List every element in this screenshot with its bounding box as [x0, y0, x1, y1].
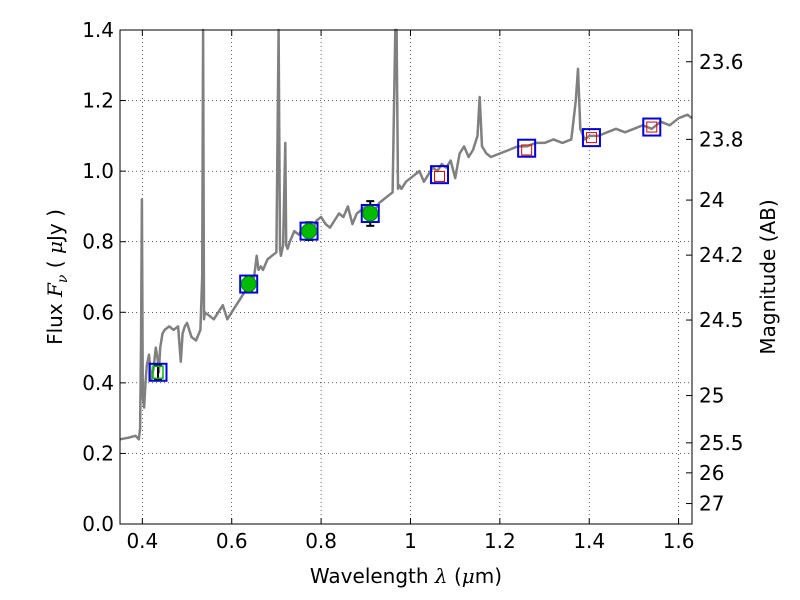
x-tick-label: 1.2: [484, 529, 516, 553]
y-tick-label: 1.2: [82, 89, 114, 113]
y2-tick-label: 24: [699, 188, 724, 212]
y2-tick-label: 25: [699, 384, 724, 408]
photometry-point: [301, 223, 318, 240]
model-flux-square: [581, 128, 601, 148]
x-axis-label: Wavelength λ (μm): [310, 564, 502, 588]
limit-square: [521, 144, 533, 156]
model-flux-square: [430, 165, 450, 185]
y2-tick-label: 23.8: [699, 127, 744, 151]
model-flux-square: [148, 362, 168, 382]
y-tick-label: 0.0: [82, 512, 114, 536]
y-axis-label: Flux Fν ( μJy ): [43, 209, 71, 345]
spectrum-line: [119, 28, 693, 441]
y-tick-label: 0.6: [82, 300, 114, 324]
x-tick-label: 0.6: [216, 529, 248, 553]
x-tick-label: 1: [404, 529, 417, 553]
limit-square: [585, 132, 597, 144]
y-tick-label: 1.4: [82, 18, 114, 42]
limit-square: [434, 170, 446, 182]
photometry-point: [362, 205, 379, 222]
axes-ticks: 0.4 0.6 0.8 1 1.2 1.4 1.6 0.0 0.2 0.4 0.6 0.8 1.0 1.2…: [82, 18, 743, 553]
y-tick-label: 0.4: [82, 371, 114, 395]
model-flux-square: [642, 117, 662, 137]
y-tick-label: 0.2: [82, 441, 114, 465]
x-tick-label: 0.8: [305, 529, 337, 553]
photometry-point-open: [152, 365, 164, 380]
model-flux-square: [517, 138, 537, 158]
model-flux-square: [360, 203, 380, 223]
model-flux-square: [299, 221, 319, 241]
limit-square: [646, 121, 658, 133]
y-tick-label: 0.8: [82, 230, 114, 254]
y2-tick-label: 24.2: [699, 243, 744, 267]
y-tick-label: 1.0: [82, 159, 114, 183]
y2-axis-label: Magnitude (AB): [756, 199, 780, 354]
y2-tick-label: 24.5: [699, 308, 744, 332]
plot-data: [119, 28, 693, 441]
y2-tick-label: 27: [699, 492, 724, 516]
model-flux-square: [239, 274, 259, 294]
y2-tick-label: 26: [699, 461, 724, 485]
x-tick-label: 1.4: [573, 529, 605, 553]
plot-frame: [119, 29, 693, 525]
y2-tick-label: 25.5: [699, 431, 744, 455]
x-tick-label: 0.4: [126, 529, 158, 553]
x-tick-label: 1.6: [663, 529, 695, 553]
photometry-point: [240, 276, 257, 293]
y2-tick-label: 23.6: [699, 50, 744, 74]
